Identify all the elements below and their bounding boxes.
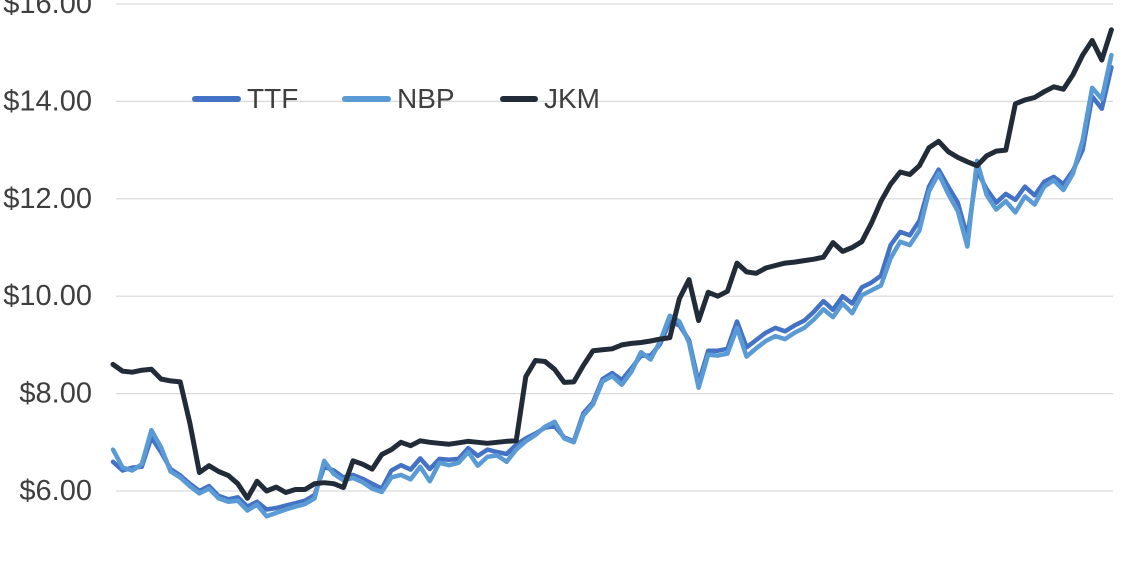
y-axis-tick-label: $8.00: [19, 378, 92, 410]
nbp-legend-swatch: [342, 96, 391, 102]
nbp-line: [110, 52, 1114, 519]
ttf-legend-swatch: [192, 96, 241, 102]
jkm-legend-swatch: [500, 96, 538, 102]
legend-item-ttf: TTF: [192, 84, 298, 114]
jkm-legend-label: JKM: [544, 83, 600, 114]
nbp-legend-label: NBP: [397, 83, 455, 114]
ttf-line: [110, 65, 1114, 512]
legend-item-nbp: NBP: [342, 84, 455, 114]
y-axis-tick-label: $12.00: [3, 183, 92, 215]
y-axis-tick-label: $10.00: [3, 280, 92, 312]
y-axis-tick-label: $14.00: [3, 85, 92, 117]
legend-item-jkm: JKM: [500, 84, 600, 114]
y-axis-tick-label: $6.00: [19, 475, 92, 507]
jkm-line: [110, 27, 1114, 501]
y-axis-tick-label: $16.00: [3, 0, 92, 20]
ttf-legend-label: TTF: [247, 83, 299, 114]
